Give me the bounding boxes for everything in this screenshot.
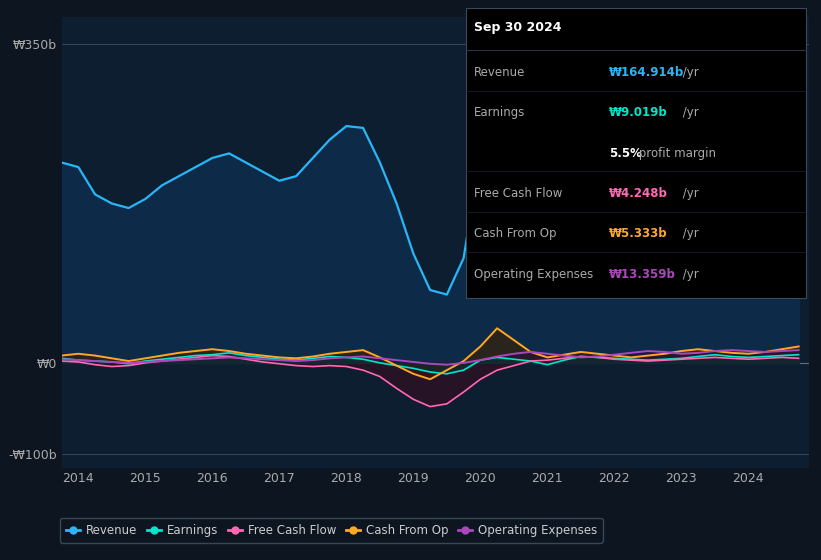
Text: /yr: /yr [679,106,699,119]
Text: ₩9.019b: ₩9.019b [609,106,668,119]
Text: Free Cash Flow: Free Cash Flow [474,187,562,200]
Text: /yr: /yr [679,66,699,79]
Text: Earnings: Earnings [474,106,525,119]
Text: ₩5.333b: ₩5.333b [609,227,667,240]
Text: Revenue: Revenue [474,66,525,79]
Text: /yr: /yr [679,268,699,281]
Text: ₩13.359b: ₩13.359b [609,268,676,281]
Text: ₩164.914b: ₩164.914b [609,66,685,79]
Text: Operating Expenses: Operating Expenses [474,268,593,281]
Text: 5.5%: 5.5% [609,147,642,160]
Text: profit margin: profit margin [635,147,717,160]
Legend: Revenue, Earnings, Free Cash Flow, Cash From Op, Operating Expenses: Revenue, Earnings, Free Cash Flow, Cash … [60,518,603,543]
Text: /yr: /yr [679,187,699,200]
Text: /yr: /yr [679,227,699,240]
Text: ₩4.248b: ₩4.248b [609,187,668,200]
Text: Cash From Op: Cash From Op [474,227,556,240]
Text: Sep 30 2024: Sep 30 2024 [474,21,562,35]
